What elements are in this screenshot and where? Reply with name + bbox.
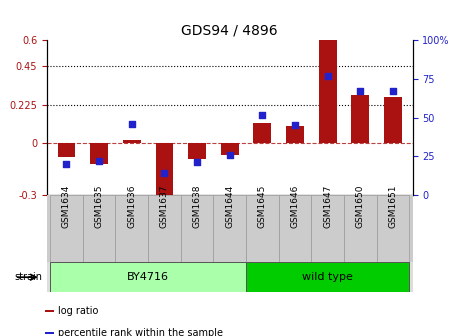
Point xyxy=(357,89,364,94)
Bar xyxy=(221,143,239,155)
Text: GSM1647: GSM1647 xyxy=(323,185,333,228)
Bar xyxy=(344,195,377,262)
Text: GSM1637: GSM1637 xyxy=(160,185,169,228)
Point xyxy=(95,158,103,164)
Text: GSM1646: GSM1646 xyxy=(291,185,300,228)
Point xyxy=(128,121,136,126)
Text: GSM1636: GSM1636 xyxy=(127,185,136,228)
Bar xyxy=(351,95,370,143)
Bar xyxy=(45,310,54,312)
Bar xyxy=(123,140,141,143)
Text: GSM1634: GSM1634 xyxy=(62,185,71,228)
Bar xyxy=(90,143,108,164)
Text: strain: strain xyxy=(14,272,42,282)
Bar xyxy=(181,195,213,262)
Point xyxy=(259,112,266,117)
Bar xyxy=(115,195,148,262)
Point xyxy=(226,152,234,157)
Point xyxy=(63,161,70,167)
Point xyxy=(389,89,397,94)
Text: percentile rank within the sample: percentile rank within the sample xyxy=(58,328,222,336)
Bar xyxy=(311,195,344,262)
Bar xyxy=(319,40,337,143)
Title: GDS94 / 4896: GDS94 / 4896 xyxy=(182,24,278,38)
Point xyxy=(193,160,201,165)
Bar xyxy=(286,126,304,143)
Bar xyxy=(246,262,409,292)
Bar xyxy=(213,195,246,262)
Bar xyxy=(188,143,206,159)
Point xyxy=(291,123,299,128)
Point xyxy=(161,171,168,176)
Text: GSM1650: GSM1650 xyxy=(356,185,365,228)
Bar xyxy=(246,195,279,262)
Text: GSM1635: GSM1635 xyxy=(95,185,104,228)
Text: log ratio: log ratio xyxy=(58,306,98,316)
Text: BY4716: BY4716 xyxy=(127,272,169,282)
Bar xyxy=(148,195,181,262)
Bar xyxy=(377,195,409,262)
Point xyxy=(324,73,332,79)
Text: GSM1644: GSM1644 xyxy=(225,185,234,228)
Bar xyxy=(384,97,402,143)
Text: GSM1651: GSM1651 xyxy=(389,185,398,228)
Bar xyxy=(156,143,174,204)
Text: wild type: wild type xyxy=(303,272,353,282)
Bar xyxy=(50,262,246,292)
Bar xyxy=(279,195,311,262)
Bar xyxy=(253,123,272,143)
Text: GSM1638: GSM1638 xyxy=(193,185,202,228)
Bar xyxy=(45,332,54,334)
Bar xyxy=(58,143,76,157)
Bar xyxy=(83,195,115,262)
Text: GSM1645: GSM1645 xyxy=(258,185,267,228)
Bar xyxy=(50,195,83,262)
